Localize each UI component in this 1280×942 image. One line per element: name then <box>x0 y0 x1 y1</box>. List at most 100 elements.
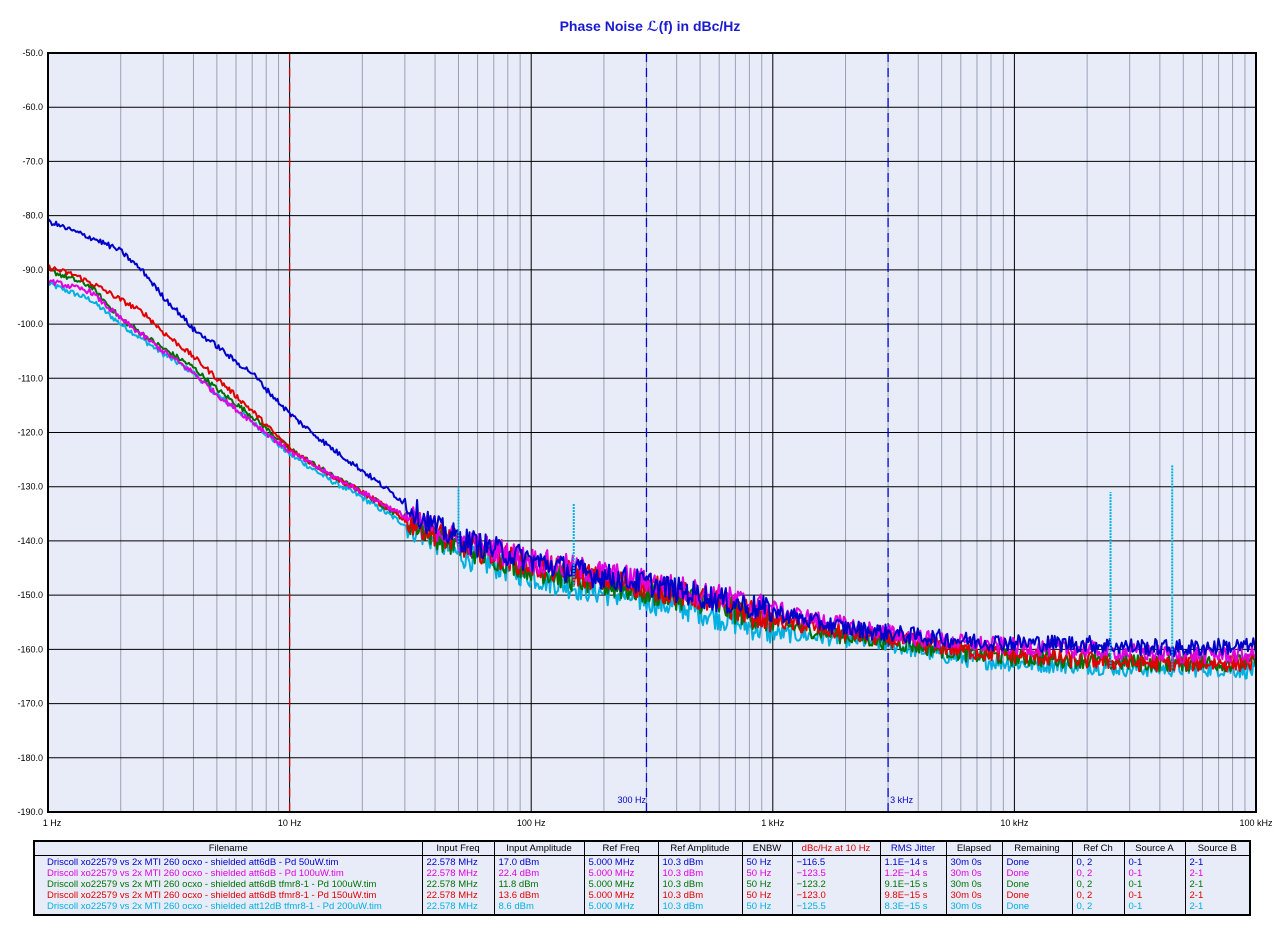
table-cell <box>1001 912 1073 915</box>
chart-title: Phase Noise ℒ(f) in dBc/Hz <box>559 18 741 34</box>
table-cell: 0-1 <box>1123 890 1186 901</box>
table-cell: 9.1E−15 s <box>879 879 947 890</box>
table-cell: 10.3 dBm <box>657 901 743 912</box>
column-header: ENBW <box>741 840 793 856</box>
y-tick-label: -60.0 <box>22 102 43 112</box>
table-cell: Done <box>1001 879 1073 890</box>
column-header: Elapsed <box>945 840 1003 856</box>
table-cell <box>791 912 881 915</box>
series-lines <box>47 218 1257 680</box>
table-cell <box>879 912 947 915</box>
table-cell: −116.5 <box>791 855 881 868</box>
table-cell <box>1071 912 1125 915</box>
table-cell: 5.000 MHz <box>583 890 659 901</box>
table-cell: Driscoll xo22579 vs 2x MTI 260 ocxo - sh… <box>33 890 423 901</box>
table-cell: 10.3 dBm <box>657 890 743 901</box>
marker-label: 3 kHz <box>890 795 914 805</box>
table-cell: 5.000 MHz <box>583 879 659 890</box>
column-header: Ref Amplitude <box>657 840 743 856</box>
plot-border <box>47 52 1257 813</box>
table-cell: 22.578 MHz <box>421 879 495 890</box>
table-cell <box>1184 912 1251 915</box>
table-cell: 0-1 <box>1123 868 1186 879</box>
table-row: Driscoll xo22579 vs 2x MTI 260 ocxo - sh… <box>33 879 1251 890</box>
table-cell: Done <box>1001 901 1073 912</box>
x-tick-label: 1 kHz <box>761 818 785 828</box>
table-cell: 22.578 MHz <box>421 868 495 879</box>
table-cell: 2-1 <box>1184 855 1251 868</box>
table-cell: 1.1E−14 s <box>879 855 947 868</box>
table-cell: 2-1 <box>1184 890 1251 901</box>
table-cell: 0, 2 <box>1071 855 1125 868</box>
table-cell <box>1123 912 1186 915</box>
y-tick-label: -150.0 <box>17 590 43 600</box>
table-cell <box>741 912 793 915</box>
table-cell <box>945 912 1003 915</box>
y-tick-label: -90.0 <box>22 265 43 275</box>
table-cell: 50 Hz <box>741 879 793 890</box>
y-tick-label: -130.0 <box>17 482 43 492</box>
table-row: Driscoll xo22579 vs 2x MTI 260 ocxo - sh… <box>33 855 1251 868</box>
table-cell <box>421 912 495 915</box>
column-header: Remaining <box>1001 840 1073 856</box>
table-cell: −125.5 <box>791 901 881 912</box>
table-header: Filename Input Freq Input Amplitude Ref Fre… <box>33 840 1251 856</box>
column-header: Filename <box>33 840 423 856</box>
table-cell: 0-1 <box>1123 879 1186 890</box>
table-cell: −123.2 <box>791 879 881 890</box>
table-cell: Driscoll xo22579 vs 2x MTI 260 ocxo - sh… <box>33 855 423 868</box>
table-cell: 8.3E−15 s <box>879 901 947 912</box>
table-cell: 5.000 MHz <box>583 868 659 879</box>
table-cell <box>583 912 659 915</box>
table-cell <box>493 912 585 915</box>
measurement-table: Filename Input Freq Input Amplitude Ref Fre… <box>33 840 1251 916</box>
frequency-markers: 300 Hz 3 kHz <box>288 53 914 812</box>
column-header: RMS Jitter <box>879 840 947 856</box>
y-axis-ticks: -50.0 -60.0 -70.0 -80.0 -90.0 -100.0 -110.0 -12… <box>17 48 43 817</box>
y-tick-label: -110.0 <box>18 373 43 383</box>
y-tick-label: -140.0 <box>17 536 43 546</box>
table-cell: 0-1 <box>1123 901 1186 912</box>
x-tick-label: 100 kHz <box>1239 818 1273 828</box>
column-header: Source B <box>1184 840 1251 856</box>
table-cell: −123.0 <box>791 890 881 901</box>
table-cell: 30m 0s <box>945 901 1003 912</box>
table-cell: 22.578 MHz <box>421 855 495 868</box>
y-tick-label: -120.0 <box>17 428 43 438</box>
table-cell: 30m 0s <box>945 855 1003 868</box>
x-tick-label: 10 kHz <box>1000 818 1029 828</box>
y-tick-label: -170.0 <box>17 699 43 709</box>
table-cell: 22.578 MHz <box>421 890 495 901</box>
x-axis-ticks: 1 Hz 10 Hz 100 Hz 1 kHz 10 kHz 100 kHz <box>43 818 1273 828</box>
table-cell: 22.578 MHz <box>421 901 495 912</box>
table-cell: Driscoll xo22579 vs 2x MTI 260 ocxo - sh… <box>33 901 423 912</box>
phase-noise-chart: 300 Hz 3 kHz -50.0 -60.0 -70.0 -80.0 -90.0 -10… <box>17 48 1273 828</box>
table-cell: 0-1 <box>1123 855 1186 868</box>
table-cell: 22.4 dBm <box>493 868 585 879</box>
table-cell: 0, 2 <box>1071 901 1125 912</box>
table-cell: 13.6 dBm <box>493 890 585 901</box>
y-tick-label: -190.0 <box>17 807 43 817</box>
table-cell: 2-1 <box>1184 879 1251 890</box>
table-cell: 11.8 dBm <box>493 879 585 890</box>
y-tick-label: -180.0 <box>17 753 43 763</box>
table-cell <box>657 912 743 915</box>
table-cell: 30m 0s <box>945 868 1003 879</box>
y-tick-label: -80.0 <box>22 211 43 221</box>
table-cell: −123.5 <box>791 868 881 879</box>
table-cell: 5.000 MHz <box>583 901 659 912</box>
column-header: Input Amplitude <box>493 840 585 856</box>
table-cell: Driscoll xo22579 vs 2x MTI 260 ocxo - sh… <box>33 879 423 890</box>
table-row: Driscoll xo22579 vs 2x MTI 260 ocxo - sh… <box>33 890 1251 901</box>
y-tick-label: -50.0 <box>22 48 43 58</box>
table-cell: 50 Hz <box>741 901 793 912</box>
table-cell: 2-1 <box>1184 868 1251 879</box>
table-cell: Driscoll xo22579 vs 2x MTI 260 ocxo - sh… <box>33 868 423 879</box>
column-header: Source A <box>1123 840 1186 856</box>
table-cell: 0, 2 <box>1071 890 1125 901</box>
x-tick-label: 1 Hz <box>43 818 62 828</box>
marker-label: 300 Hz <box>617 795 646 805</box>
table-cell: Done <box>1001 868 1073 879</box>
table-cell: 10.3 dBm <box>657 855 743 868</box>
y-tick-label: -70.0 <box>22 156 43 166</box>
